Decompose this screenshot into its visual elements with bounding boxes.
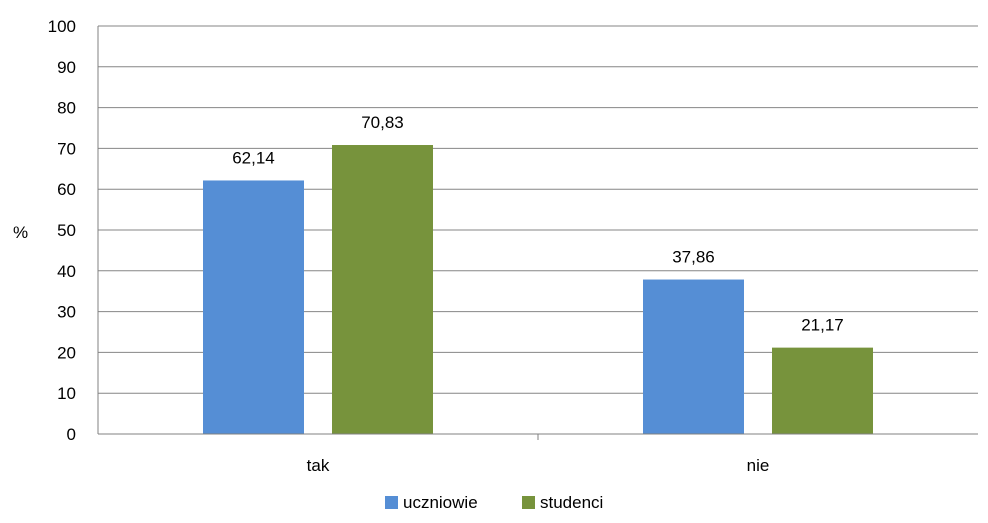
x-axis-categories: tak nie — [307, 456, 770, 475]
y-tick-label: 90 — [57, 58, 76, 77]
x-category-label: tak — [307, 456, 330, 475]
x-category-label: nie — [747, 456, 770, 475]
data-label: 37,86 — [672, 248, 715, 267]
y-axis-ticks: 0 10 20 30 40 50 60 70 80 90 100 — [48, 17, 76, 444]
y-tick-label: 30 — [57, 303, 76, 322]
y-tick-label: 10 — [57, 384, 76, 403]
y-tick-label: 70 — [57, 139, 76, 158]
y-tick-label: 0 — [67, 425, 76, 444]
y-tick-label: 20 — [57, 343, 76, 362]
data-label: 62,14 — [232, 148, 275, 167]
legend-label-studenci: studenci — [540, 493, 603, 512]
legend-label-uczniowie: uczniowie — [403, 493, 478, 512]
bar-uczniowie-tak — [203, 180, 304, 434]
y-tick-label: 100 — [48, 17, 76, 36]
legend-swatch-studenci — [522, 496, 535, 509]
data-labels: 62,14 70,83 37,86 21,17 — [232, 113, 844, 335]
data-label: 70,83 — [361, 113, 404, 132]
bar-uczniowie-nie — [643, 279, 744, 434]
legend-swatch-uczniowie — [385, 496, 398, 509]
y-tick-label: 40 — [57, 262, 76, 281]
bars — [203, 145, 873, 434]
y-axis-label: % — [13, 223, 28, 242]
data-label: 21,17 — [801, 316, 844, 335]
bar-studenci-tak — [332, 145, 433, 434]
y-tick-label: 80 — [57, 99, 76, 118]
legend: uczniowie studenci — [385, 493, 603, 512]
y-tick-label: 60 — [57, 180, 76, 199]
bar-studenci-nie — [772, 347, 873, 434]
y-tick-label: 50 — [57, 221, 76, 240]
